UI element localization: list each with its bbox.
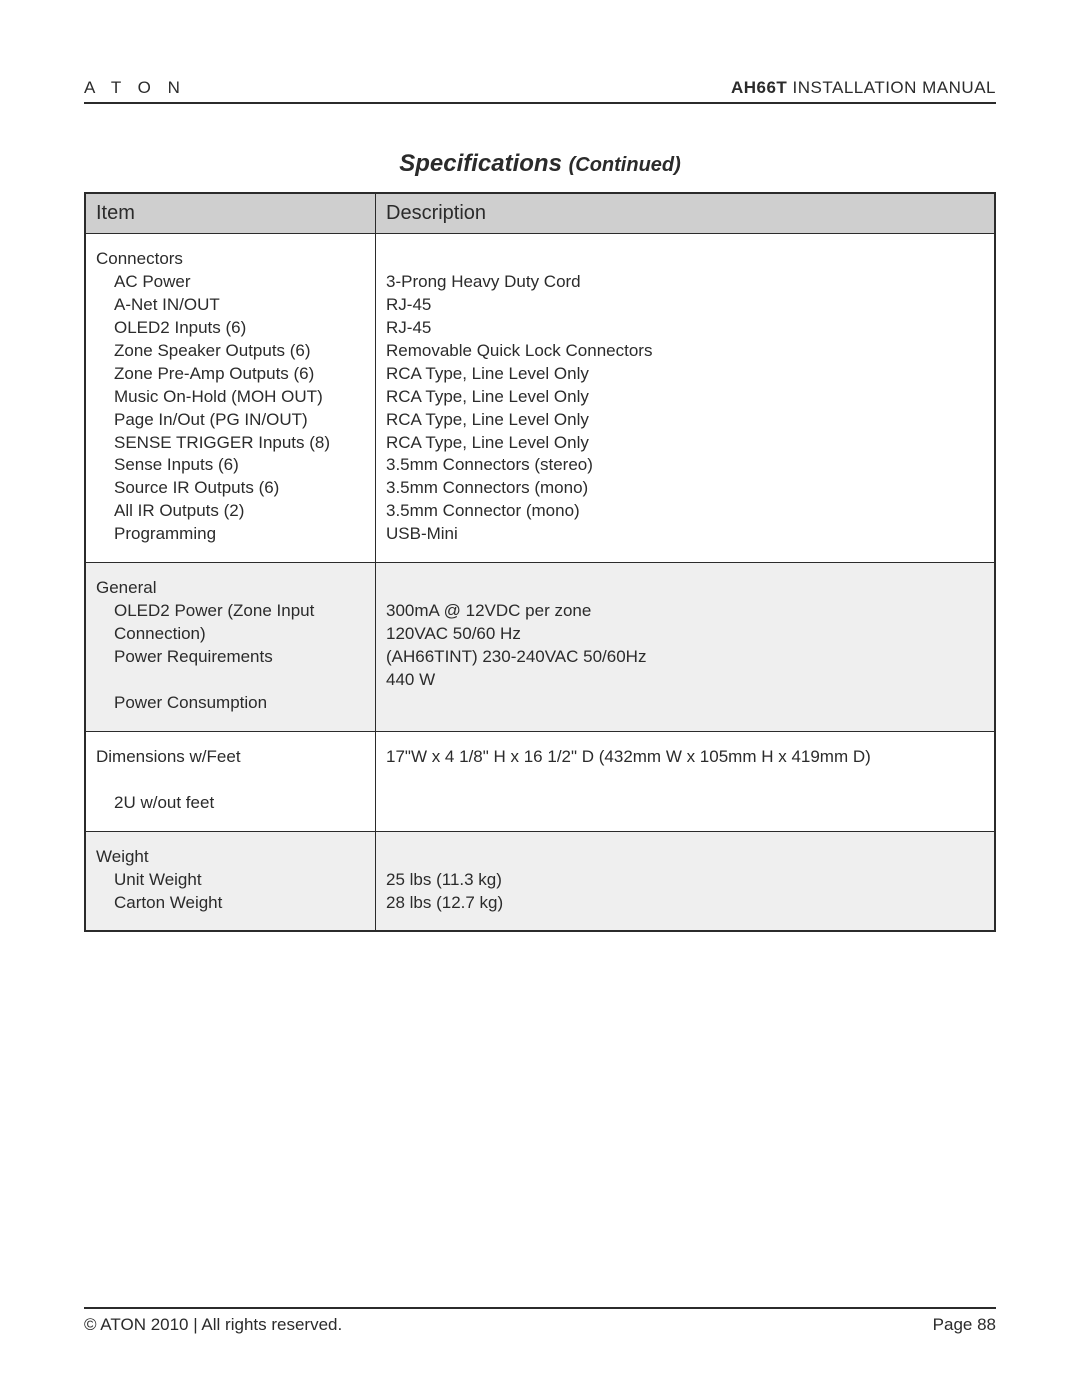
description-line: RCA Type, Line Level Only — [386, 363, 984, 386]
page-footer: © ATON 2010 | All rights reserved. Page … — [84, 1307, 996, 1335]
copyright-text: © ATON 2010 | All rights reserved. — [84, 1315, 342, 1335]
page: A T O N AH66T INSTALLATION MANUAL Specif… — [0, 0, 1080, 1397]
item-subline: Zone Pre-Amp Outputs (6) — [96, 363, 365, 386]
description-line: RJ-45 — [386, 317, 984, 340]
description-line: RCA Type, Line Level Only — [386, 386, 984, 409]
description-cell: 25 lbs (11.3 kg)28 lbs (12.7 kg) — [376, 832, 994, 931]
item-subline: SENSE TRIGGER Inputs (8) — [96, 432, 365, 455]
table-header-row: Item Description — [86, 194, 994, 233]
item-cell: ConnectorsAC PowerA-Net IN/OUTOLED2 Inpu… — [86, 234, 376, 562]
item-subline: Page In/Out (PG IN/OUT) — [96, 409, 365, 432]
description-line: 120VAC 50/60 Hz — [386, 623, 984, 646]
item-subline: OLED2 Power (Zone Input Connection) — [96, 600, 365, 646]
item-subline — [96, 769, 365, 792]
description-line — [386, 577, 984, 600]
page-number: Page 88 — [933, 1315, 996, 1335]
description-line — [386, 792, 984, 815]
description-line: 3.5mm Connectors (stereo) — [386, 454, 984, 477]
description-line: 3.5mm Connector (mono) — [386, 500, 984, 523]
description-line: 25 lbs (11.3 kg) — [386, 869, 984, 892]
item-group-title: Weight — [96, 846, 365, 869]
heading-title: Specifications — [399, 150, 562, 177]
page-header-bar: A T O N AH66T INSTALLATION MANUAL — [84, 78, 996, 104]
item-subline: Sense Inputs (6) — [96, 454, 365, 477]
model-code: AH66T — [731, 78, 787, 97]
description-line: 300mA @ 12VDC per zone — [386, 600, 984, 623]
heading-continued: (Continued) — [569, 154, 681, 176]
item-subline: 2U w/out feet — [96, 792, 365, 815]
column-header-item: Item — [86, 194, 376, 233]
description-line — [386, 846, 984, 869]
item-subline: Music On-Hold (MOH OUT) — [96, 386, 365, 409]
description-line: Removable Quick Lock Connectors — [386, 340, 984, 363]
description-line: USB-Mini — [386, 523, 984, 546]
description-line — [386, 248, 984, 271]
manual-title: AH66T INSTALLATION MANUAL — [731, 78, 996, 98]
item-subline: AC Power — [96, 271, 365, 294]
specifications-table: Item Description ConnectorsAC PowerA-Net… — [84, 192, 996, 932]
item-group-title: Connectors — [96, 248, 365, 271]
item-subline: Zone Speaker Outputs (6) — [96, 340, 365, 363]
item-subline: Source IR Outputs (6) — [96, 477, 365, 500]
item-subline: All IR Outputs (2) — [96, 500, 365, 523]
item-subline: OLED2 Inputs (6) — [96, 317, 365, 340]
item-group-title: Dimensions w/Feet — [96, 746, 365, 769]
description-cell: 3-Prong Heavy Duty CordRJ-45RJ-45Removab… — [376, 234, 994, 562]
section-heading: Specifications (Continued) — [84, 150, 996, 178]
item-subline: Unit Weight — [96, 869, 365, 892]
item-subline: Power Requirements — [96, 646, 365, 669]
item-subline: Programming — [96, 523, 365, 546]
brand-text: A T O N — [84, 78, 186, 98]
description-line: 440 W — [386, 669, 984, 692]
description-cell: 300mA @ 12VDC per zone120VAC 50/60 Hz(AH… — [376, 563, 994, 731]
manual-label: INSTALLATION MANUAL — [793, 78, 996, 97]
table-section: ConnectorsAC PowerA-Net IN/OUTOLED2 Inpu… — [86, 233, 994, 562]
description-cell: 17"W x 4 1/8" H x 16 1/2" D (432mm W x 1… — [376, 732, 994, 831]
description-line: (AH66TINT) 230-240VAC 50/60Hz — [386, 646, 984, 669]
description-line: RJ-45 — [386, 294, 984, 317]
description-line: RCA Type, Line Level Only — [386, 432, 984, 455]
description-line: RCA Type, Line Level Only — [386, 409, 984, 432]
column-header-description: Description — [376, 194, 994, 233]
description-line: 28 lbs (12.7 kg) — [386, 892, 984, 915]
item-subline — [96, 669, 365, 692]
item-subline: Power Consumption — [96, 692, 365, 715]
item-cell: WeightUnit WeightCarton Weight — [86, 832, 376, 931]
item-cell: GeneralOLED2 Power (Zone Input Connectio… — [86, 563, 376, 731]
item-subline: A-Net IN/OUT — [96, 294, 365, 317]
description-line: 3.5mm Connectors (mono) — [386, 477, 984, 500]
item-subline: Carton Weight — [96, 892, 365, 915]
description-line — [386, 769, 984, 792]
item-cell: Dimensions w/Feet 2U w/out feet — [86, 732, 376, 831]
description-line: 3-Prong Heavy Duty Cord — [386, 271, 984, 294]
item-group-title: General — [96, 577, 365, 600]
table-section: GeneralOLED2 Power (Zone Input Connectio… — [86, 562, 994, 731]
description-line: 17"W x 4 1/8" H x 16 1/2" D (432mm W x 1… — [386, 746, 984, 769]
table-section: WeightUnit WeightCarton Weight 25 lbs (1… — [86, 831, 994, 931]
table-section: Dimensions w/Feet 2U w/out feet 17"W x 4 … — [86, 731, 994, 831]
